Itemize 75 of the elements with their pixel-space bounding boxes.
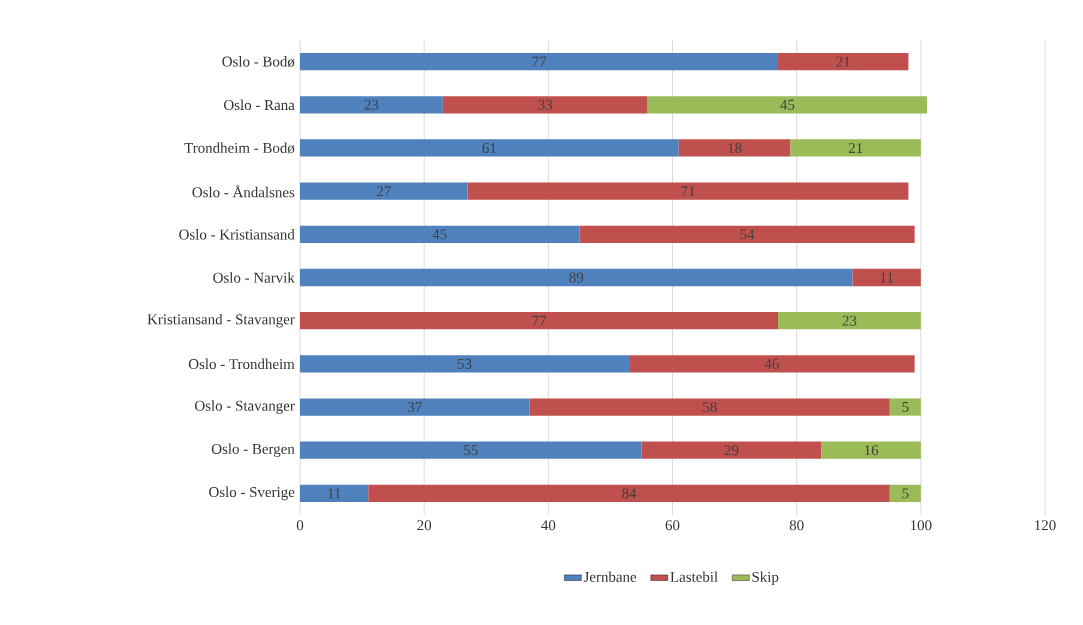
bar bbox=[629, 355, 915, 373]
bar bbox=[889, 484, 921, 503]
bar bbox=[300, 484, 369, 503]
data-label: 29 bbox=[724, 445, 739, 456]
legend-label: Jernbane bbox=[583, 571, 637, 582]
bar bbox=[300, 398, 530, 416]
data-label: 58 bbox=[703, 402, 717, 413]
bar bbox=[300, 268, 853, 287]
x-tick-label: 60 bbox=[665, 520, 680, 531]
bar bbox=[529, 398, 890, 416]
y-tick-label: Kristiansand - Stavanger bbox=[147, 313, 295, 328]
data-label: 5 bbox=[902, 488, 909, 499]
y-tick-label: Oslo - Kristiansand bbox=[179, 229, 295, 240]
bar bbox=[778, 312, 921, 330]
data-label: 21 bbox=[848, 143, 863, 153]
y-tick-label: Oslo - Rana bbox=[224, 99, 295, 111]
bar bbox=[300, 96, 443, 114]
data-label: 45 bbox=[780, 99, 795, 110]
bar bbox=[300, 182, 468, 200]
bar bbox=[678, 139, 791, 157]
bar bbox=[300, 441, 642, 459]
bar bbox=[368, 484, 890, 503]
data-label: 23 bbox=[364, 99, 379, 110]
data-label: 54 bbox=[740, 229, 755, 240]
y-tick-label: Oslo - Narvik bbox=[213, 272, 295, 283]
data-label: 84 bbox=[622, 488, 637, 499]
bar bbox=[647, 96, 928, 114]
bar bbox=[778, 52, 909, 71]
data-label: 11 bbox=[880, 272, 893, 283]
y-tick-label: Oslo - Sverige bbox=[209, 486, 295, 501]
data-label: 77 bbox=[532, 56, 547, 67]
data-label: 46 bbox=[764, 358, 779, 369]
bar bbox=[300, 225, 580, 243]
y-tick-label: Oslo - Stavanger bbox=[195, 400, 295, 414]
bar bbox=[300, 312, 779, 330]
y-tick-label: Oslo - Åndalsnes bbox=[192, 184, 295, 198]
y-tick-label: Trondheim - Bodø bbox=[184, 142, 295, 154]
data-label: 89 bbox=[569, 272, 584, 283]
x-tick-label: 120 bbox=[1035, 520, 1056, 531]
data-label: 18 bbox=[728, 142, 742, 153]
bar bbox=[790, 139, 921, 157]
bar bbox=[641, 441, 822, 459]
bar bbox=[300, 355, 630, 373]
data-label: 45 bbox=[432, 229, 447, 240]
legend-label: Lastebil bbox=[670, 571, 718, 582]
x-tick-label: 80 bbox=[789, 520, 804, 531]
bar bbox=[889, 398, 921, 416]
data-label: 27 bbox=[377, 186, 391, 197]
x-tick-label: 0 bbox=[296, 520, 304, 531]
bar bbox=[442, 96, 648, 114]
data-label: 77 bbox=[532, 315, 547, 326]
data-label: 55 bbox=[464, 445, 478, 456]
bar bbox=[579, 225, 915, 243]
bar bbox=[300, 52, 779, 71]
data-label: 5 bbox=[902, 402, 909, 412]
data-label: 37 bbox=[408, 402, 422, 413]
bar bbox=[467, 182, 909, 200]
data-label: 21 bbox=[836, 56, 850, 67]
data-label: 16 bbox=[865, 445, 879, 456]
legend-label: Skip bbox=[752, 571, 779, 585]
data-label: 71 bbox=[681, 186, 695, 197]
x-tick-label: 40 bbox=[541, 520, 556, 531]
y-tick-label: Oslo - Bergen bbox=[211, 443, 295, 458]
bar bbox=[821, 441, 921, 459]
data-label: 11 bbox=[328, 488, 341, 499]
bar bbox=[852, 268, 921, 287]
data-label: 61 bbox=[482, 142, 496, 153]
data-label: 23 bbox=[842, 315, 857, 326]
data-label: 33 bbox=[538, 99, 553, 110]
x-tick-label: 100 bbox=[910, 520, 932, 531]
y-tick-label: Oslo - Trondheim bbox=[188, 358, 295, 370]
y-tick-label: Oslo - Bodø bbox=[222, 56, 295, 68]
data-label: 53 bbox=[457, 358, 472, 369]
bar bbox=[300, 139, 679, 157]
x-tick-label: 20 bbox=[417, 520, 432, 531]
